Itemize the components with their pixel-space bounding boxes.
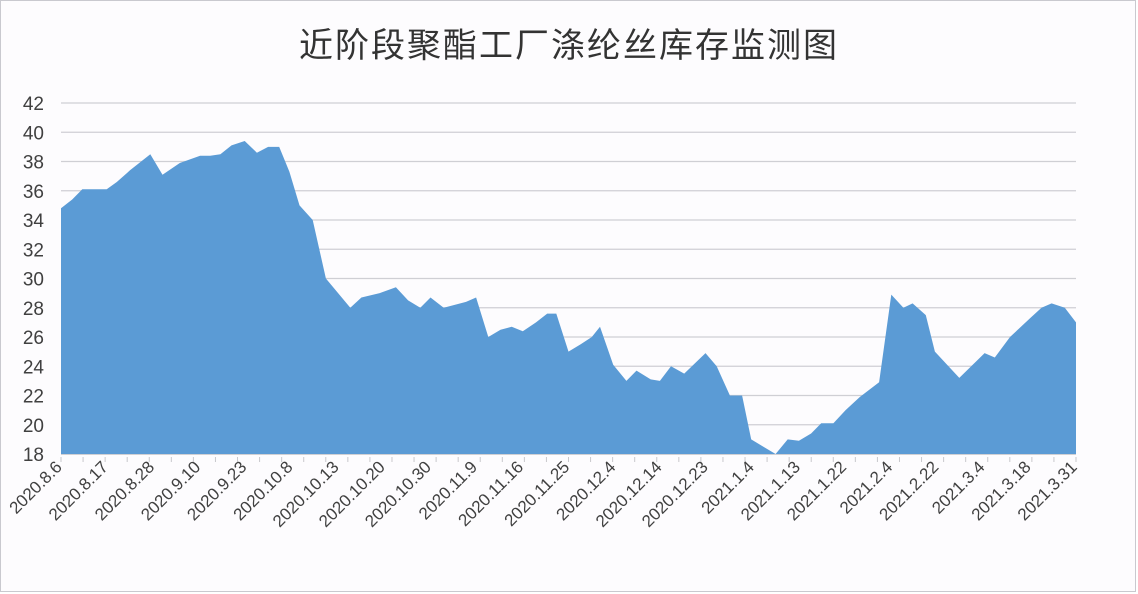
- y-tick-label: 36: [23, 182, 44, 203]
- y-tick-label: 32: [23, 240, 44, 261]
- y-tick-label: 24: [23, 357, 45, 378]
- y-tick-label: 34: [23, 211, 45, 232]
- y-tick-label: 20: [23, 416, 44, 437]
- y-tick-label: 30: [23, 270, 44, 291]
- y-tick-label: 40: [23, 123, 44, 144]
- x-axis-labels: 2020.8.62020.8.172020.8.282020.9.102020.…: [6, 457, 1081, 531]
- y-tick-label: 22: [23, 387, 44, 408]
- x-axis-ticks: [60, 454, 1077, 462]
- y-tick-label: 26: [23, 328, 44, 349]
- inventory-area-series: [61, 141, 1076, 454]
- y-tick-label: 28: [23, 299, 44, 320]
- y-axis-labels: 18 20 22 24 26 28 30 32 34 36 38 40 42: [23, 94, 45, 466]
- chart-title: 近阶段聚酯工厂涤纶丝库存监测图: [299, 26, 839, 66]
- y-tick-label: 38: [23, 153, 44, 174]
- y-tick-label: 18: [23, 445, 44, 466]
- y-tick-label: 42: [23, 94, 44, 115]
